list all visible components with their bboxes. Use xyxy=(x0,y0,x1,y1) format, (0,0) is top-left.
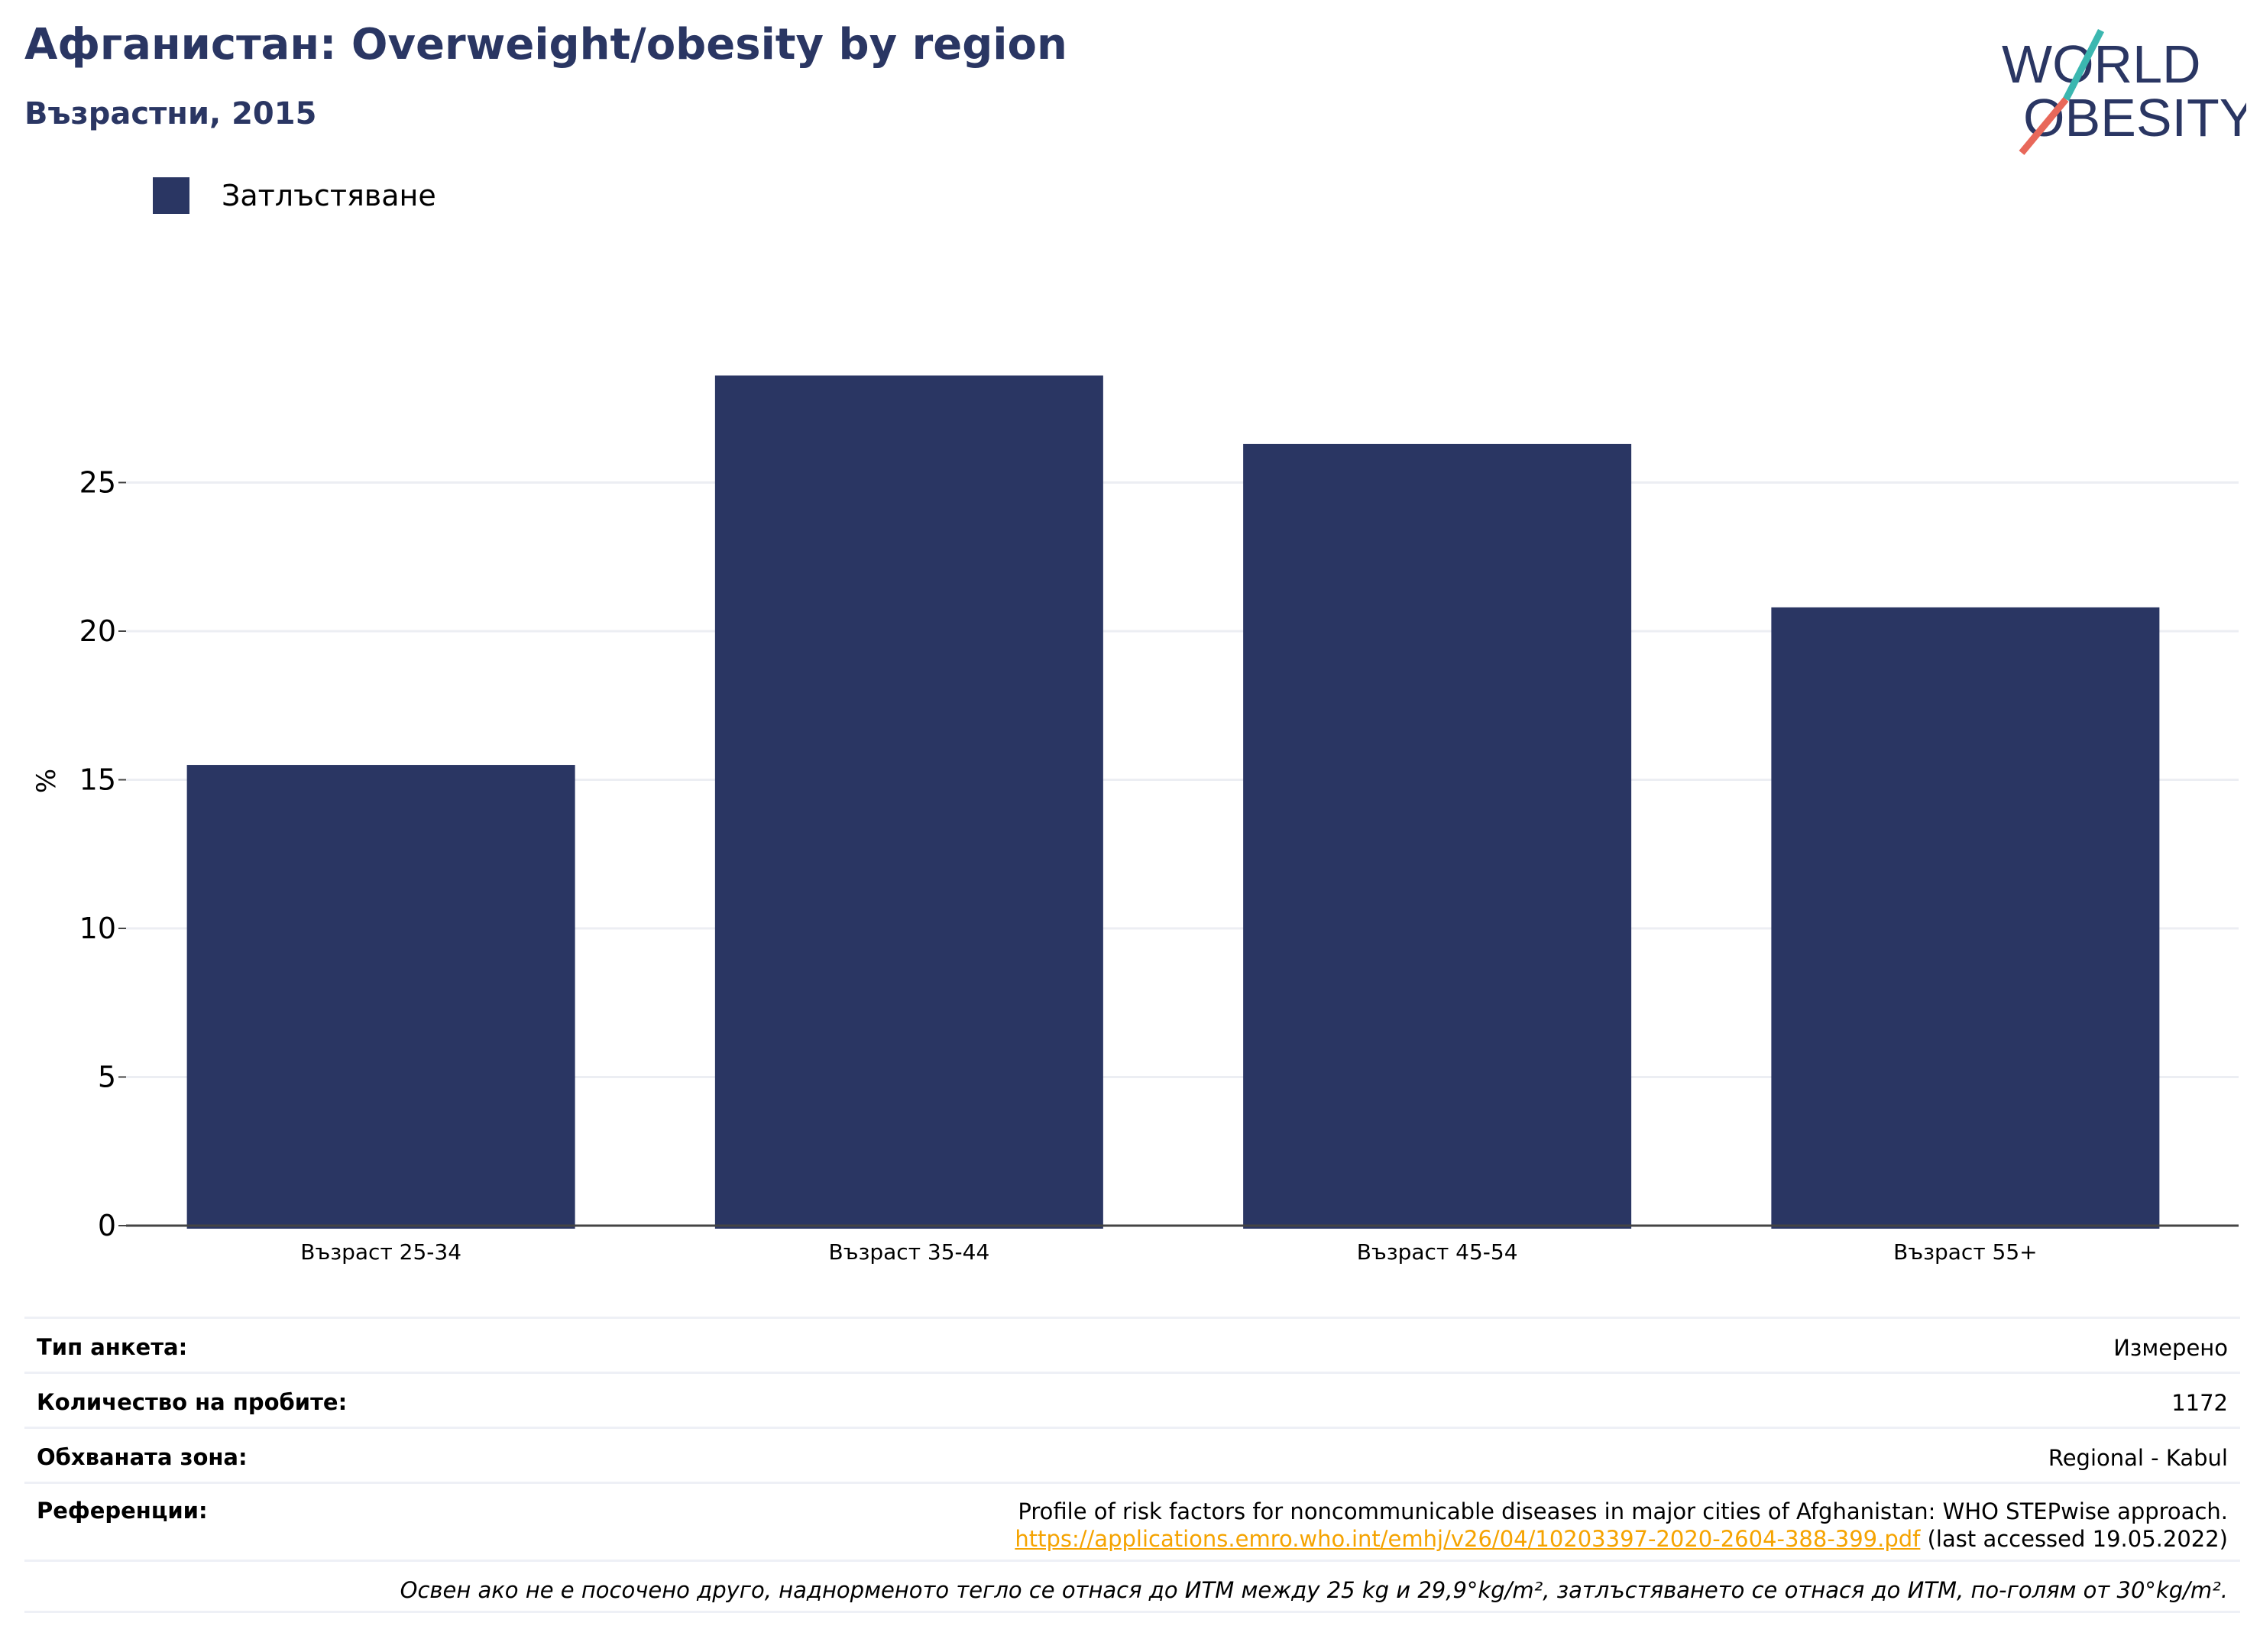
bar xyxy=(714,375,1103,1229)
info-table: Тип анкета: Измерено Количество на проби… xyxy=(24,1317,2240,1613)
references-value: Profile of risk factors for noncommunica… xyxy=(1015,1498,2228,1553)
logo-line2: OBESITY xyxy=(2023,88,2246,147)
y-tick-label: 25 xyxy=(79,466,116,500)
legend-swatch xyxy=(153,177,189,214)
y-axis-label: % xyxy=(31,769,62,793)
area-label: Обхваната зона: xyxy=(37,1444,248,1470)
sample-size-value: 1172 xyxy=(2171,1390,2228,1416)
logo-slash-teal xyxy=(2062,28,2105,102)
footnote: Освен ако не е посочено друго, наднормен… xyxy=(24,1560,2240,1613)
y-tick-label: 15 xyxy=(79,763,116,797)
info-row-sample-size: Количество на пробите: 1172 xyxy=(24,1372,2240,1427)
info-row-survey-type: Тип анкета: Измерено xyxy=(24,1317,2240,1372)
info-row-references: Референции: Profile of risk factors for … xyxy=(24,1482,2240,1560)
legend-label: Затлъстяване xyxy=(222,179,436,212)
x-tick-label: Възраст 45-54 xyxy=(1357,1239,1518,1265)
chart-legend: Затлъстяване xyxy=(153,177,436,214)
survey-type-value: Измерено xyxy=(2113,1335,2228,1361)
logo-line1: WORLD xyxy=(2002,34,2201,94)
y-tick-label: 5 xyxy=(98,1061,116,1094)
y-tick-label: 0 xyxy=(98,1209,116,1242)
x-tick-label: Възраст 35-44 xyxy=(828,1239,989,1265)
area-value: Regional - Kabul xyxy=(2048,1445,2228,1471)
references-label: Референции: xyxy=(37,1498,208,1524)
survey-type-label: Тип анкета: xyxy=(37,1334,188,1360)
x-tick-label: Възраст 25-34 xyxy=(300,1239,461,1265)
logo-slash-red xyxy=(2019,97,2069,155)
info-row-area: Обхваната зона: Regional - Kabul xyxy=(24,1427,2240,1482)
x-tick-label: Възраст 55+ xyxy=(1893,1239,2038,1265)
sample-size-label: Количество на пробите: xyxy=(37,1389,348,1415)
references-link[interactable]: https://applications.emro.who.int/emhj/v… xyxy=(1015,1526,1921,1552)
world-obesity-logo: WORLD OBESITY xyxy=(2002,28,2246,155)
y-tick-label: 10 xyxy=(79,912,116,945)
y-tick-label: 20 xyxy=(79,614,116,648)
chart-title: Афганистан: Overweight/obesity by region xyxy=(24,20,1067,70)
chart-subtitle: Възрастни, 2015 xyxy=(24,96,317,131)
bar-chart: 0 5 10 15 20 25% Възраст 25-34 Възраст 35-44 Въз… xyxy=(31,375,2239,1265)
bar xyxy=(1243,443,1632,1229)
bar xyxy=(1771,607,2160,1229)
bar xyxy=(186,765,575,1229)
references-text: Profile of risk factors for noncommunica… xyxy=(1018,1498,2228,1524)
references-accessed: (last accessed 19.05.2022) xyxy=(1927,1526,2228,1552)
